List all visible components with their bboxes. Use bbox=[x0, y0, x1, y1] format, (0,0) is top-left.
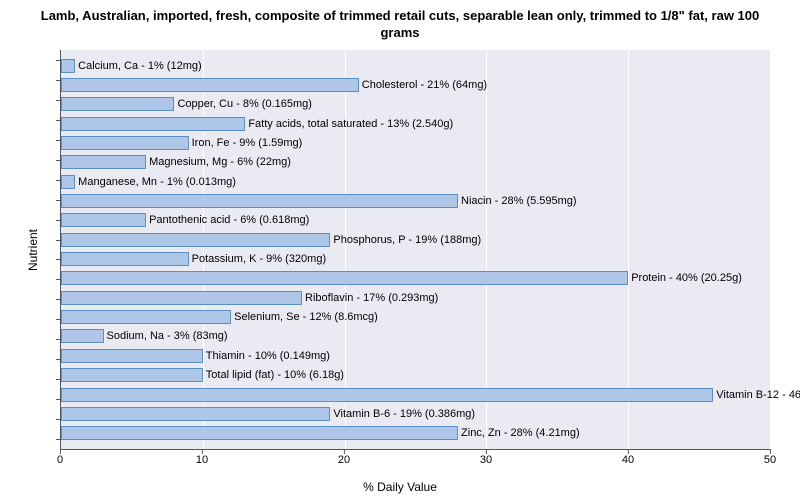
bar: Vitamin B-12 - 46% (2.77mcg) bbox=[61, 388, 713, 402]
plot-area: Calcium, Ca - 1% (12mg) Cholesterol - 21%… bbox=[60, 50, 770, 450]
bar-row: Total lipid (fat) - 10% (6.18g) bbox=[61, 367, 770, 383]
bar-label: Vitamin B-6 - 19% (0.386mg) bbox=[329, 408, 475, 420]
bar: Total lipid (fat) - 10% (6.18g) bbox=[61, 368, 203, 382]
x-tick-label: 10 bbox=[196, 454, 208, 466]
bar: Thiamin - 10% (0.149mg) bbox=[61, 349, 203, 363]
bar-row: Sodium, Na - 3% (83mg) bbox=[61, 328, 770, 344]
bar-label: Vitamin B-12 - 46% (2.77mcg) bbox=[712, 389, 800, 401]
bar-row: Calcium, Ca - 1% (12mg) bbox=[61, 58, 770, 74]
chart-title: Lamb, Australian, imported, fresh, compo… bbox=[0, 0, 800, 46]
bar-row: Fatty acids, total saturated - 13% (2.54… bbox=[61, 116, 770, 132]
bar-label: Total lipid (fat) - 10% (6.18g) bbox=[202, 369, 344, 381]
bar-label: Pantothenic acid - 6% (0.618mg) bbox=[145, 214, 309, 226]
y-tick-mark bbox=[56, 120, 61, 121]
bar-label: Iron, Fe - 9% (1.59mg) bbox=[188, 137, 303, 149]
bar-row: Selenium, Se - 12% (8.6mcg) bbox=[61, 309, 770, 325]
bar-row: Cholesterol - 21% (64mg) bbox=[61, 77, 770, 93]
y-tick-mark bbox=[56, 80, 61, 81]
bars-group: Calcium, Ca - 1% (12mg) Cholesterol - 21%… bbox=[61, 50, 770, 449]
chart-container: Lamb, Australian, imported, fresh, compo… bbox=[0, 0, 800, 500]
y-tick-mark bbox=[56, 140, 61, 141]
y-tick-mark bbox=[56, 180, 61, 181]
y-tick-mark bbox=[56, 299, 61, 300]
x-axis-label: % Daily Value bbox=[363, 480, 437, 494]
bar-label: Calcium, Ca - 1% (12mg) bbox=[74, 60, 201, 72]
bar: Calcium, Ca - 1% (12mg) bbox=[61, 59, 75, 73]
bar: Fatty acids, total saturated - 13% (2.54… bbox=[61, 117, 245, 131]
bar: Iron, Fe - 9% (1.59mg) bbox=[61, 136, 189, 150]
bar-label: Fatty acids, total saturated - 13% (2.54… bbox=[244, 118, 453, 130]
y-tick-mark bbox=[56, 319, 61, 320]
x-tick-label: 30 bbox=[480, 454, 492, 466]
bar: Manganese, Mn - 1% (0.013mg) bbox=[61, 175, 75, 189]
x-tick-label: 0 bbox=[57, 454, 63, 466]
y-tick-mark bbox=[56, 259, 61, 260]
bar-label: Potassium, K - 9% (320mg) bbox=[188, 253, 327, 265]
bar-row: Iron, Fe - 9% (1.59mg) bbox=[61, 135, 770, 151]
bar: Potassium, K - 9% (320mg) bbox=[61, 252, 189, 266]
y-tick-mark bbox=[56, 359, 61, 360]
bar-row: Thiamin - 10% (0.149mg) bbox=[61, 348, 770, 364]
x-axis-ticks: 01020304050 bbox=[60, 450, 770, 470]
bar-row: Manganese, Mn - 1% (0.013mg) bbox=[61, 174, 770, 190]
bar: Riboflavin - 17% (0.293mg) bbox=[61, 291, 302, 305]
bar-label: Cholesterol - 21% (64mg) bbox=[358, 79, 487, 91]
bar: Magnesium, Mg - 6% (22mg) bbox=[61, 155, 146, 169]
bar-label: Copper, Cu - 8% (0.165mg) bbox=[173, 98, 312, 110]
bar: Copper, Cu - 8% (0.165mg) bbox=[61, 97, 174, 111]
bar-row: Vitamin B-12 - 46% (2.77mcg) bbox=[61, 387, 770, 403]
bar-row: Protein - 40% (20.25g) bbox=[61, 270, 770, 286]
bar-row: Riboflavin - 17% (0.293mg) bbox=[61, 290, 770, 306]
y-tick-mark bbox=[56, 279, 61, 280]
y-tick-mark bbox=[56, 399, 61, 400]
bar-label: Niacin - 28% (5.595mg) bbox=[457, 195, 577, 207]
bar-label: Magnesium, Mg - 6% (22mg) bbox=[145, 156, 291, 168]
bar-label: Manganese, Mn - 1% (0.013mg) bbox=[74, 176, 236, 188]
y-tick-mark bbox=[56, 160, 61, 161]
bar: Niacin - 28% (5.595mg) bbox=[61, 194, 458, 208]
y-tick-mark bbox=[56, 100, 61, 101]
y-tick-mark bbox=[56, 419, 61, 420]
bar: Phosphorus, P - 19% (188mg) bbox=[61, 233, 330, 247]
bar-row: Pantothenic acid - 6% (0.618mg) bbox=[61, 212, 770, 228]
y-tick-mark bbox=[56, 200, 61, 201]
bar: Sodium, Na - 3% (83mg) bbox=[61, 329, 104, 343]
x-tick-label: 50 bbox=[764, 454, 776, 466]
bar-label: Sodium, Na - 3% (83mg) bbox=[103, 330, 228, 342]
y-axis-label: Nutrient bbox=[26, 229, 40, 271]
bar-label: Protein - 40% (20.25g) bbox=[627, 272, 742, 284]
bar-row: Potassium, K - 9% (320mg) bbox=[61, 251, 770, 267]
bar: Cholesterol - 21% (64mg) bbox=[61, 78, 359, 92]
y-tick-mark bbox=[56, 379, 61, 380]
bar: Selenium, Se - 12% (8.6mcg) bbox=[61, 310, 231, 324]
bar: Zinc, Zn - 28% (4.21mg) bbox=[61, 426, 458, 440]
bar-row: Copper, Cu - 8% (0.165mg) bbox=[61, 96, 770, 112]
y-tick-mark bbox=[56, 60, 61, 61]
bar-label: Selenium, Se - 12% (8.6mcg) bbox=[230, 311, 378, 323]
bar: Vitamin B-6 - 19% (0.386mg) bbox=[61, 407, 330, 421]
bar: Pantothenic acid - 6% (0.618mg) bbox=[61, 213, 146, 227]
bar-row: Niacin - 28% (5.595mg) bbox=[61, 193, 770, 209]
x-tick-label: 20 bbox=[338, 454, 350, 466]
bar-label: Phosphorus, P - 19% (188mg) bbox=[329, 234, 481, 246]
y-tick-mark bbox=[56, 220, 61, 221]
bar: Protein - 40% (20.25g) bbox=[61, 271, 628, 285]
bar-row: Magnesium, Mg - 6% (22mg) bbox=[61, 154, 770, 170]
bar-label: Zinc, Zn - 28% (4.21mg) bbox=[457, 427, 580, 439]
bar-row: Phosphorus, P - 19% (188mg) bbox=[61, 232, 770, 248]
y-tick-mark bbox=[56, 439, 61, 440]
y-tick-mark bbox=[56, 240, 61, 241]
bar-row: Vitamin B-6 - 19% (0.386mg) bbox=[61, 406, 770, 422]
x-tick-label: 40 bbox=[622, 454, 634, 466]
bar-label: Thiamin - 10% (0.149mg) bbox=[202, 350, 330, 362]
bar-row: Zinc, Zn - 28% (4.21mg) bbox=[61, 425, 770, 441]
y-tick-mark bbox=[56, 339, 61, 340]
bar-label: Riboflavin - 17% (0.293mg) bbox=[301, 292, 438, 304]
